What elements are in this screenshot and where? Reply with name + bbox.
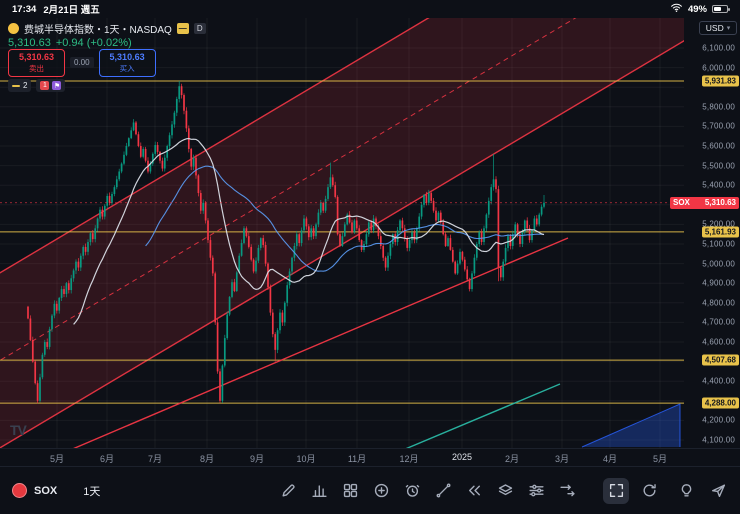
symbol-button[interactable]: SOX [34,484,58,497]
currency-label: USD [705,23,724,33]
price-axis[interactable]: 6,100.00 6,000.00 5,800.00 5,700.00 5,600.00… [670,18,740,448]
toolbar-right-icons [676,481,728,501]
status-bar: 17:34 2月21日 週五 49% [0,0,740,18]
clock-date: 2月21日 週五 [43,5,100,16]
price-tick: 6,100.00 [702,43,735,53]
time-tick: 8月 [199,454,215,464]
trade-panel: 5,310.63 卖出 0.00 5,310.63 买入 [8,49,156,77]
sell-button[interactable]: 5,310.63 卖出 [8,49,65,77]
price-tick: 4,900.00 [702,278,735,288]
symbol-title[interactable]: 费城半导体指数・1天・NASDAQ [24,25,172,36]
price-tick: 5,100.00 [702,239,735,249]
spread-value: 0.00 [70,57,94,68]
price-tick: 4,700.00 [702,317,735,327]
objects-icon[interactable] [495,481,515,501]
level-price-label: 4,288.00 [701,397,739,409]
level-price-label: 5,161.93 [701,226,739,238]
symbol-header[interactable]: 费城半导体指数・1天・NASDAQ — D [8,21,206,36]
trendline-icon[interactable] [433,481,453,501]
price-tick: 5,500.00 [702,161,735,171]
overlay-badges: 2 1 ⚑ [8,79,66,92]
interval-button[interactable]: 1天 [83,485,101,498]
draw-icon[interactable] [278,481,298,501]
alert-count-icon: 1 [40,81,50,90]
indicators-icon[interactable] [309,481,329,501]
time-tick: 2月 [504,454,520,464]
symbol-logo-icon [8,23,19,34]
time-axis[interactable]: 5月 6月 7月 8月 9月 10月 11月 12月 2025 2月 3月 4月 5月 [0,448,740,466]
time-tick: 9月 [249,454,265,464]
level-price-label: 5,931.83 [701,75,739,87]
trendline-mini-icon [12,84,20,87]
chevron-down-icon: ▾ [726,25,731,32]
collapse-button[interactable]: — [176,23,189,34]
sell-label: 卖出 [29,64,44,73]
price-tick: 5,000.00 [702,259,735,269]
replay-icon[interactable] [464,481,484,501]
time-tick: 2025 [451,452,473,462]
price-tick: 5,700.00 [702,121,735,131]
chart-plot[interactable]: TV [0,18,684,448]
idea-icon[interactable] [676,481,696,501]
flag-icon: ⚑ [52,81,62,90]
price-tick: 4,800.00 [702,298,735,308]
tradingview-logo: TV [10,422,27,438]
time-tick: 10月 [296,454,316,464]
maximize-icon[interactable] [603,477,630,504]
price-tick: 5,200.00 [702,219,735,229]
buy-button[interactable]: 5,310.63 买入 [98,49,156,77]
buy-label: 买入 [119,64,135,73]
price-tick: 5,400.00 [702,180,735,190]
time-tick: 7月 [147,454,163,464]
price-change: +0.94 (+0.02%) [55,37,132,49]
interval-badge[interactable]: D [193,23,206,34]
price-tick: 5,800.00 [702,102,735,112]
battery-percent: 49% [687,3,707,15]
time-tick: 5月 [652,454,668,464]
time-tick: 4月 [602,454,618,464]
time-tick: 3月 [554,454,570,464]
last-price-label: SOX 5,310.63 [670,196,739,209]
battery-icon [712,5,730,13]
add-icon[interactable] [371,481,391,501]
last-price: 5,310.63 [8,37,51,49]
bottom-toolbar: SOX 1天 [0,466,740,514]
clock-time: 17:34 [12,3,37,15]
price-tick: 4,200.00 [702,415,735,425]
refresh-icon[interactable] [639,481,659,501]
time-tick: 5月 [49,454,65,464]
toolbar-center-icons [278,481,577,501]
time-tick: 12月 [399,454,419,464]
price-chart-canvas[interactable] [0,18,684,448]
wifi-icon [670,1,683,17]
time-tick: 6月 [99,454,115,464]
toolbar-window-icons [603,477,659,504]
quote-row: 5,310.63 +0.94 (+0.02%) [8,37,132,49]
time-tick: 11月 [347,454,367,464]
price-tick: 5,600.00 [702,141,735,151]
arrows-icon[interactable] [557,481,577,501]
drawings-badge[interactable]: 2 [8,79,32,92]
alerts-badge[interactable]: 1 ⚑ [36,79,66,92]
publish-icon[interactable] [708,481,728,501]
price-tick: 4,100.00 [702,435,735,445]
tune-icon[interactable] [526,481,546,501]
buy-price: 5,310.63 [109,52,145,62]
layouts-icon[interactable] [340,481,360,501]
level-price-label: 4,507.68 [701,354,739,366]
price-tick: 4,600.00 [702,337,735,347]
price-tick: 4,400.00 [702,376,735,386]
drawings-count: 2 [23,81,28,90]
chart-area: TV 6,100.00 6,000.00 5,800.00 5,700.00 5,600… [0,18,740,466]
price-tick: 6,000.00 [702,63,735,73]
sell-price: 5,310.63 [18,52,55,62]
currency-selector[interactable]: USD ▾ [699,21,737,35]
alert-icon[interactable] [402,481,422,501]
sox-logo-icon [12,483,27,498]
